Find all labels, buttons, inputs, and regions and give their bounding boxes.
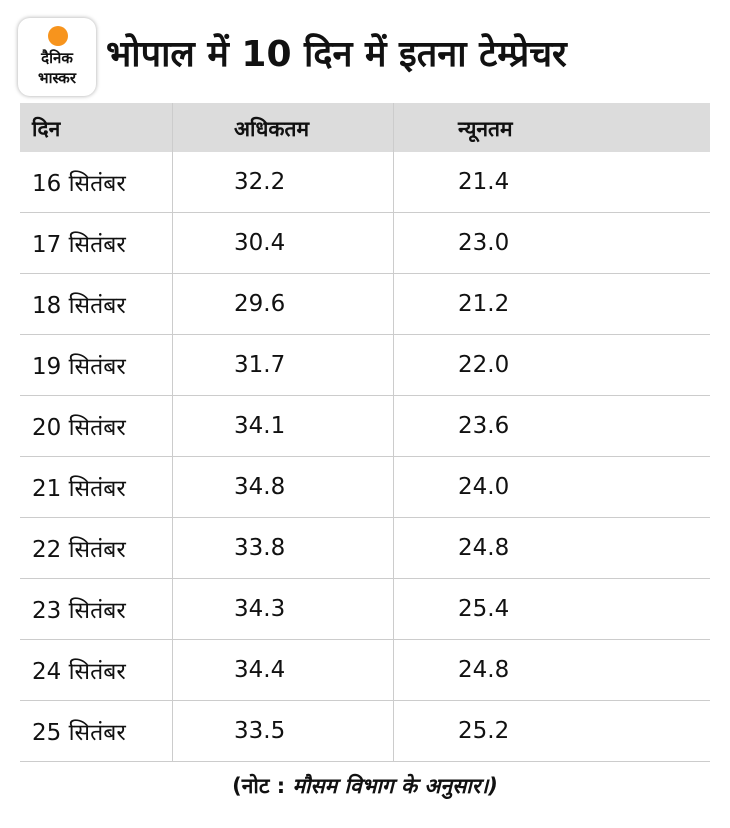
note-label: (नोट :	[232, 774, 286, 798]
header-cell: न्यूनतम	[458, 117, 513, 141]
table-cell: 23.6	[458, 413, 510, 439]
table-cell: 22 सितंबर	[32, 537, 126, 563]
header-row: दिन अधिकतम न्यूनतम	[20, 103, 710, 152]
column-divider	[393, 103, 394, 762]
logo: दैनिक भास्कर	[18, 18, 96, 96]
table-cell: 33.8	[234, 535, 286, 561]
note: (नोट : मौसम विभाग के अनुसार।)	[0, 772, 730, 800]
logo-text: दैनिक	[41, 49, 73, 67]
table-cell: 34.3	[234, 596, 286, 622]
column-divider	[172, 103, 173, 762]
header-cell: अधिकतम	[234, 117, 310, 141]
table-row: 19 सितंबर 31.7 22.0	[20, 335, 710, 396]
logo-sun	[48, 26, 68, 46]
table-cell: 20 सितंबर	[32, 415, 126, 441]
table: दिन अधिकतम न्यूनतम 16 सितंबर 32.2 21.4 17 सितं…	[20, 103, 710, 762]
table-cell: 24.8	[458, 657, 510, 683]
table-cell: 24.0	[458, 474, 510, 500]
table-cell: 32.2	[234, 169, 286, 195]
table-cell: 34.8	[234, 474, 286, 500]
note-text: मौसम विभाग के अनुसार।)	[292, 774, 498, 798]
table-cell: 17 सितंबर	[32, 232, 126, 258]
logo-text: भास्कर	[38, 69, 76, 87]
header-cell: दिन	[32, 117, 61, 141]
table-row: 20 सितंबर 34.1 23.6	[20, 396, 710, 457]
table-cell: 21.2	[458, 291, 510, 317]
table-row: 22 सितंबर 33.8 24.8	[20, 518, 710, 579]
table-row: 17 सितंबर 30.4 23.0	[20, 213, 710, 274]
table-cell: 23.0	[458, 230, 510, 256]
table-row: 25 सितंबर 33.5 25.2	[20, 701, 710, 762]
table-cell: 25.2	[458, 718, 510, 744]
table-cell: 29.6	[234, 291, 286, 317]
table-cell: 19 सितंबर	[32, 354, 126, 380]
table-row: 16 सितंबर 32.2 21.4	[20, 152, 710, 213]
table-cell: 34.1	[234, 413, 286, 439]
table-cell: 16 सितंबर	[32, 171, 126, 197]
title: भोपाल में 10 दिन में इतना टेम्प्रेचर	[106, 34, 567, 75]
table-cell: 25 सितंबर	[32, 720, 126, 746]
table-row: 23 सितंबर 34.3 25.4	[20, 579, 710, 640]
table-cell: 24.8	[458, 535, 510, 561]
table-cell: 25.4	[458, 596, 510, 622]
table-cell: 31.7	[234, 352, 286, 378]
table-cell: 22.0	[458, 352, 510, 378]
table-cell: 24 सितंबर	[32, 659, 126, 685]
table-cell: 18 सितंबर	[32, 293, 126, 319]
table-cell: 33.5	[234, 718, 286, 744]
table-cell: 21.4	[458, 169, 510, 195]
table-row: 21 सितंबर 34.8 24.0	[20, 457, 710, 518]
table-cell: 23 सितंबर	[32, 598, 126, 624]
table-row: 18 सितंबर 29.6 21.2	[20, 274, 710, 335]
table-cell: 30.4	[234, 230, 286, 256]
table-cell: 34.4	[234, 657, 286, 683]
table-cell: 21 सितंबर	[32, 476, 126, 502]
table-row: 24 सितंबर 34.4 24.8	[20, 640, 710, 701]
